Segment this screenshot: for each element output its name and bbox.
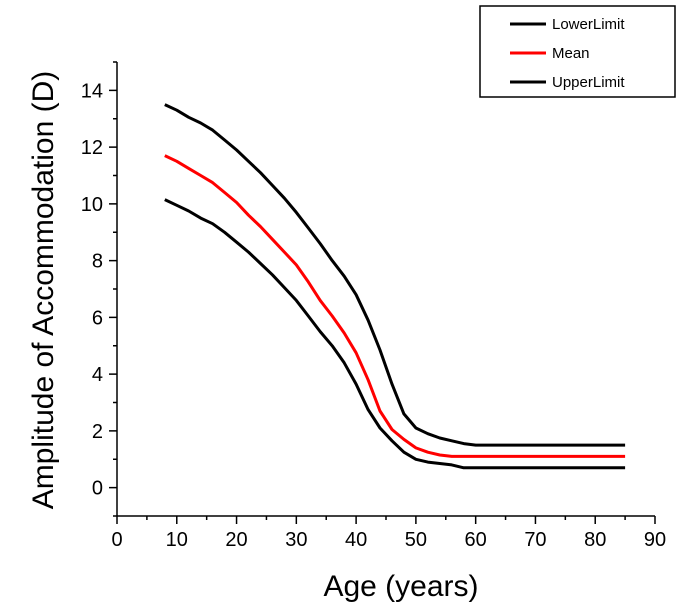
y-tick-label: 6 xyxy=(92,307,103,329)
y-axis-title: Amplitude of Accommodation (D) xyxy=(27,71,60,510)
y-tick-label: 14 xyxy=(81,80,103,102)
x-tick-label: 30 xyxy=(285,529,307,551)
series-line-mean xyxy=(164,154,626,458)
x-tick-label: 0 xyxy=(111,529,122,551)
legend-label-mean: Mean xyxy=(552,45,590,62)
series-layer xyxy=(164,103,626,470)
x-tick-label: 60 xyxy=(465,529,487,551)
x-tick-label: 40 xyxy=(345,529,367,551)
y-tick-label: 10 xyxy=(81,194,103,216)
y-ticks: 0 2 4 6 8 10 12 14 xyxy=(81,61,117,517)
series-line-lowerlimit xyxy=(164,198,626,470)
y-tick-label: 0 xyxy=(92,478,103,500)
x-ticks: 0 10 20 30 40 50 60 70 80 90 xyxy=(111,516,666,551)
y-tick-label: 8 xyxy=(92,251,103,273)
x-tick-label: 10 xyxy=(166,529,188,551)
legend-label-lowerlimit: LowerLimit xyxy=(552,16,625,33)
y-tick-label: 4 xyxy=(92,364,103,386)
x-tick-label: 50 xyxy=(405,529,427,551)
y-tick-label: 2 xyxy=(92,421,103,443)
series-line-upperlimit xyxy=(164,103,626,447)
axes xyxy=(116,62,655,517)
x-tick-label: 20 xyxy=(225,529,247,551)
x-axis-title: Age (years) xyxy=(323,570,478,603)
x-tick-label: 70 xyxy=(524,529,546,551)
x-tick-label: 80 xyxy=(584,529,606,551)
legend-label-upperlimit: UpperLimit xyxy=(552,74,625,91)
legend: LowerLimit Mean UpperLimit xyxy=(479,5,676,98)
x-tick-label: 90 xyxy=(644,529,666,551)
y-tick-label: 12 xyxy=(81,137,103,159)
